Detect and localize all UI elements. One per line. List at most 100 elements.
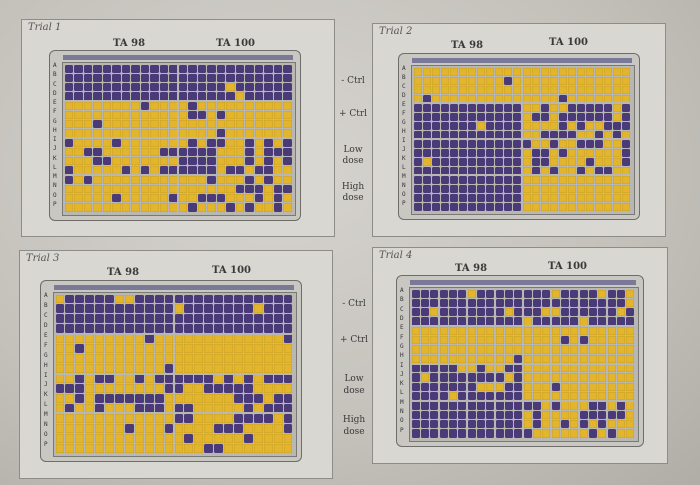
well (595, 112, 604, 121)
well (595, 139, 604, 148)
well (214, 314, 224, 324)
well (144, 364, 154, 373)
well (577, 112, 586, 121)
well (283, 334, 293, 344)
well (102, 83, 111, 92)
well (134, 344, 144, 354)
well (504, 184, 513, 193)
well (224, 314, 233, 324)
well (112, 64, 121, 73)
well (164, 314, 174, 324)
well (522, 175, 531, 184)
well (245, 101, 254, 110)
well (567, 103, 576, 112)
well (467, 326, 476, 336)
well (169, 157, 178, 166)
well (154, 443, 164, 453)
well (93, 175, 102, 184)
well (188, 83, 197, 92)
well (194, 334, 204, 344)
well (65, 403, 75, 413)
well (95, 324, 105, 334)
well (184, 334, 194, 344)
well (112, 138, 121, 147)
well (504, 410, 514, 419)
well (467, 401, 476, 410)
well (613, 85, 622, 94)
well (154, 383, 164, 393)
well (579, 429, 588, 438)
well (486, 157, 495, 166)
well (95, 314, 105, 324)
well (486, 67, 495, 76)
well (115, 344, 124, 354)
well (476, 364, 486, 373)
well (595, 202, 604, 211)
well (476, 401, 486, 410)
well (622, 76, 631, 85)
well (178, 129, 187, 138)
well (64, 175, 73, 184)
well (523, 317, 532, 326)
well (245, 129, 254, 138)
well (486, 94, 495, 103)
well (607, 410, 616, 419)
well (577, 148, 586, 157)
well (144, 443, 154, 453)
well (431, 139, 440, 148)
well (121, 184, 130, 193)
well (422, 202, 431, 211)
well (164, 334, 174, 344)
plate-divider-horizontal (54, 412, 294, 415)
well (197, 147, 206, 156)
well (476, 382, 486, 391)
well (234, 354, 243, 364)
well (598, 345, 607, 354)
well (273, 157, 282, 166)
well (558, 148, 567, 157)
well (204, 314, 214, 324)
well (567, 148, 576, 157)
well (477, 94, 486, 103)
well (504, 202, 513, 211)
well (83, 157, 92, 166)
well (486, 184, 495, 193)
well (477, 202, 486, 211)
well (579, 391, 588, 401)
well (115, 383, 124, 393)
well (75, 433, 85, 443)
well (105, 324, 114, 334)
well (613, 202, 622, 211)
well (532, 419, 542, 429)
well (188, 194, 197, 203)
well (235, 166, 244, 175)
well (234, 324, 243, 334)
well (422, 103, 431, 112)
well (154, 413, 164, 423)
well (622, 94, 631, 103)
well (134, 314, 144, 324)
well (531, 76, 540, 85)
well (458, 193, 467, 202)
well (567, 175, 576, 184)
row-letter: N (53, 182, 57, 190)
well (532, 429, 542, 438)
well (430, 391, 439, 401)
well (551, 391, 560, 401)
well (495, 419, 504, 429)
well (169, 110, 178, 119)
well (102, 120, 111, 129)
well (124, 393, 134, 403)
well (598, 373, 607, 382)
well (579, 298, 588, 308)
well (174, 344, 184, 354)
well (273, 423, 283, 433)
well (144, 383, 154, 393)
well (586, 103, 595, 112)
well (188, 92, 197, 101)
well (131, 138, 140, 147)
well (495, 121, 504, 130)
well (626, 317, 635, 326)
well (64, 110, 73, 119)
well (622, 166, 631, 175)
